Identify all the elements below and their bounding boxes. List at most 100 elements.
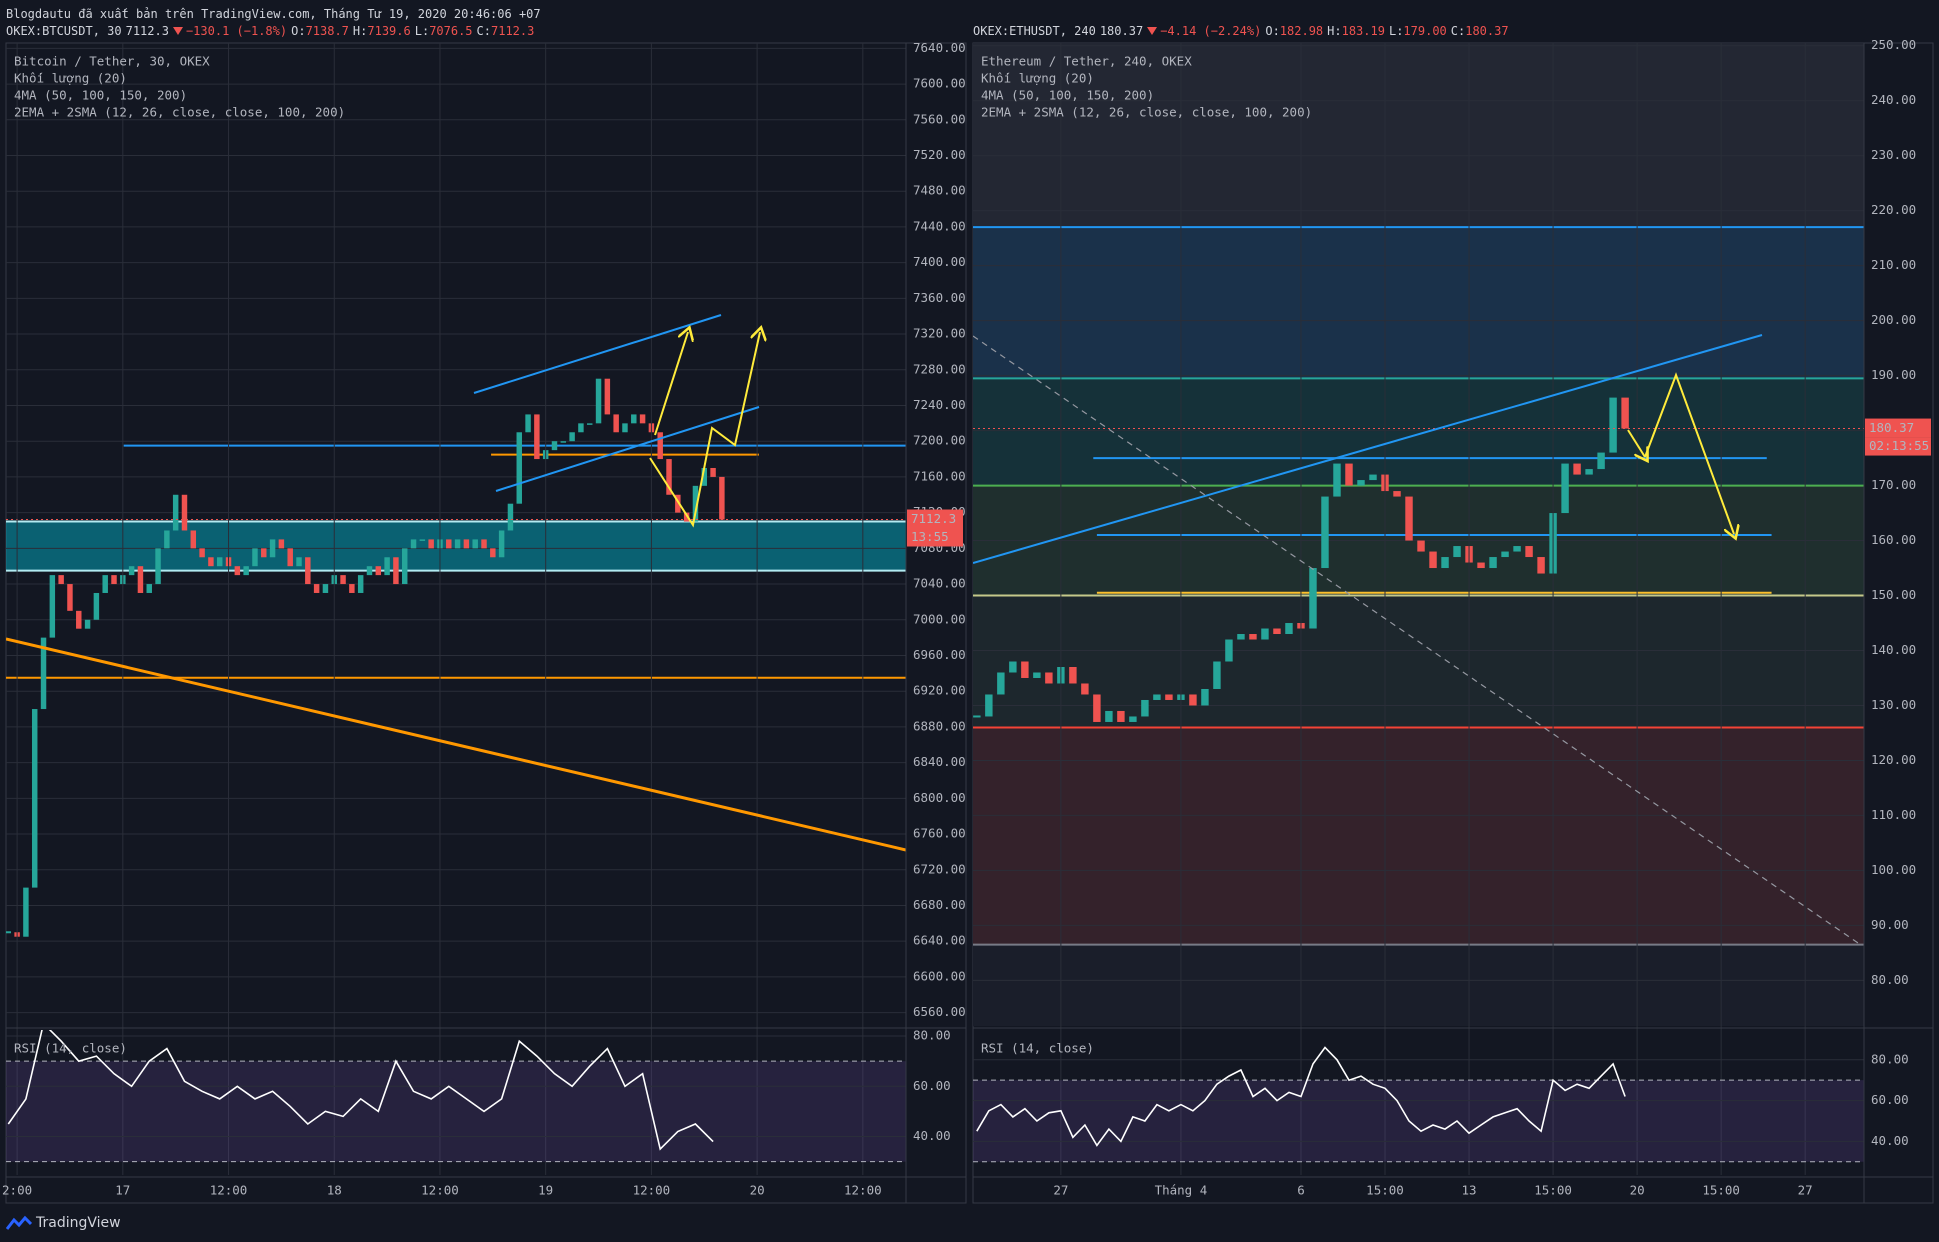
candle xyxy=(639,414,646,424)
y-tick-label: 7520.00 xyxy=(913,147,966,162)
candle xyxy=(595,378,602,424)
y-tick-label: 7240.00 xyxy=(913,397,966,412)
candle xyxy=(534,414,540,460)
candle xyxy=(1021,661,1029,678)
candle xyxy=(305,557,311,585)
y-tick-label: 220.00 xyxy=(1871,202,1916,217)
arrow xyxy=(649,332,760,528)
candle xyxy=(278,539,285,549)
x-tick-label: 27 xyxy=(1798,1183,1813,1198)
change: −130.1 (−1.8%) xyxy=(185,24,288,38)
symbol: OKEX:BTCUSDT, 30 xyxy=(6,24,122,38)
candle xyxy=(137,566,144,593)
candle xyxy=(657,432,663,460)
arrow xyxy=(654,332,688,436)
candle xyxy=(1093,694,1101,722)
chart-title: Bitcoin / Tether, 30, OKEX xyxy=(14,54,210,69)
candle xyxy=(67,584,73,611)
indicator-label: Khối lượng (20) xyxy=(981,71,1094,86)
ohlc-key: O: xyxy=(1265,24,1280,38)
candle xyxy=(313,584,320,593)
ohlc-key: H: xyxy=(1327,24,1342,38)
candle xyxy=(58,575,64,585)
candle xyxy=(1081,683,1089,695)
eth-drawings xyxy=(973,334,1862,946)
y-tick-label: 6960.00 xyxy=(913,647,966,662)
y-tick-label: 210.00 xyxy=(1871,257,1916,272)
candle xyxy=(111,575,117,585)
x-tick-label: 20 xyxy=(750,1183,765,1198)
y-tick-label: 7200.00 xyxy=(913,433,966,448)
candle xyxy=(710,467,716,477)
down-icon xyxy=(1147,27,1158,35)
candle xyxy=(366,566,373,576)
candle xyxy=(419,539,426,541)
y-tick-label: 7560.00 xyxy=(913,111,966,126)
ohlc-value: 180.37 xyxy=(1465,24,1509,38)
y-tick-label: 120.00 xyxy=(1871,752,1916,767)
candle xyxy=(172,494,179,531)
x-tick-label: 13 xyxy=(1462,1183,1477,1198)
down-icon xyxy=(172,27,183,35)
candle xyxy=(128,566,135,576)
trend-line xyxy=(973,334,1763,564)
y-tick-label: 80.00 xyxy=(1871,972,1909,987)
candle xyxy=(269,539,276,558)
candle xyxy=(1537,557,1545,574)
candle xyxy=(40,637,47,710)
countdown-label: 02:13:55 xyxy=(1869,438,1929,453)
candle xyxy=(357,575,364,593)
candle xyxy=(1489,557,1497,569)
y-tick-label: 6560.00 xyxy=(913,1004,966,1019)
last: 7112.3 xyxy=(125,24,169,38)
last: 180.37 xyxy=(1099,24,1144,38)
y-tick-label: 6640.00 xyxy=(913,933,966,948)
candle xyxy=(102,575,108,593)
x-tick-label: 15:00 xyxy=(1534,1183,1572,1198)
indicator-label: 2EMA + 2SMA (12, 26, close, close, 100, … xyxy=(981,105,1312,120)
x-tick-label: 19 xyxy=(538,1183,553,1198)
candle xyxy=(340,575,346,585)
x-tick-label: 27 xyxy=(1053,1183,1068,1198)
ohlc-key: H: xyxy=(352,24,368,38)
candle xyxy=(1561,463,1569,514)
btc-panel xyxy=(5,42,967,1204)
candle xyxy=(1117,710,1125,722)
candle xyxy=(375,566,382,576)
publisher-line: Blogdautu đã xuất bản trên TradingView.c… xyxy=(6,6,545,22)
candle xyxy=(666,459,672,495)
y-tick-label: 7320.00 xyxy=(913,326,966,341)
candle xyxy=(243,566,249,576)
ohlc-value: 183.19 xyxy=(1341,24,1385,38)
candle xyxy=(692,485,699,522)
price-tag xyxy=(1865,418,1931,438)
y-tick-label: 90.00 xyxy=(1871,917,1909,932)
candle xyxy=(199,548,205,558)
countdown-tag xyxy=(907,528,963,547)
candle xyxy=(498,530,505,558)
candle xyxy=(675,494,681,513)
ohlc-key: L: xyxy=(1388,24,1404,38)
candle xyxy=(261,548,267,558)
trend-line xyxy=(6,637,906,852)
candle xyxy=(1321,496,1329,569)
rsi-band xyxy=(6,1061,906,1162)
y-tick-label: 130.00 xyxy=(1871,697,1916,712)
y-tick-label: 230.00 xyxy=(1871,147,1916,162)
candle xyxy=(84,619,91,629)
ohlc: O:7138.7 H:7139.6 L:7076.5 C:7112.3 xyxy=(291,24,538,38)
candle xyxy=(31,709,38,888)
candle xyxy=(1105,710,1113,722)
x-tick-label: 12:00 xyxy=(844,1183,882,1198)
candle xyxy=(1309,568,1317,629)
candle xyxy=(997,672,1005,695)
candle xyxy=(569,432,575,442)
zone xyxy=(973,43,1864,228)
plot xyxy=(6,1030,906,1163)
candle xyxy=(208,557,214,567)
candle xyxy=(578,423,584,433)
y-tick-label: 150.00 xyxy=(1871,587,1916,602)
plot xyxy=(6,47,906,1014)
